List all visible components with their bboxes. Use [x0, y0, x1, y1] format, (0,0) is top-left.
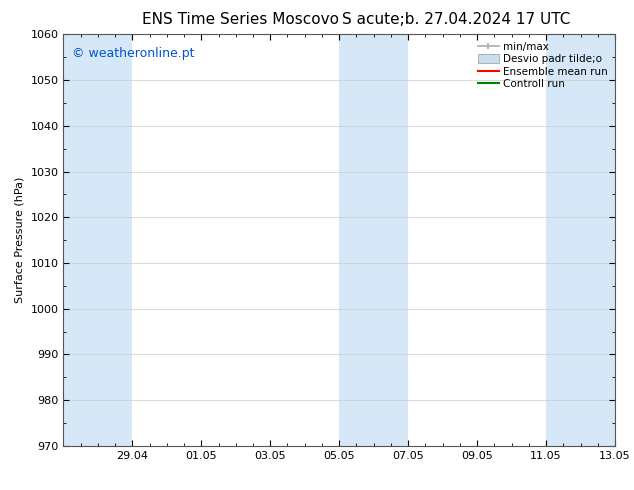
Text: ENS Time Series Moscovo: ENS Time Series Moscovo: [143, 12, 339, 27]
Y-axis label: Surface Pressure (hPa): Surface Pressure (hPa): [15, 177, 25, 303]
Bar: [339, 34, 408, 446]
Legend: min/max, Desvio padr tilde;o, Ensemble mean run, Controll run: min/max, Desvio padr tilde;o, Ensemble m…: [476, 40, 610, 92]
Text: © weatheronline.pt: © weatheronline.pt: [72, 47, 194, 60]
Bar: [63, 34, 133, 446]
Text: S acute;b. 27.04.2024 17 UTC: S acute;b. 27.04.2024 17 UTC: [342, 12, 571, 27]
Bar: [546, 34, 615, 446]
